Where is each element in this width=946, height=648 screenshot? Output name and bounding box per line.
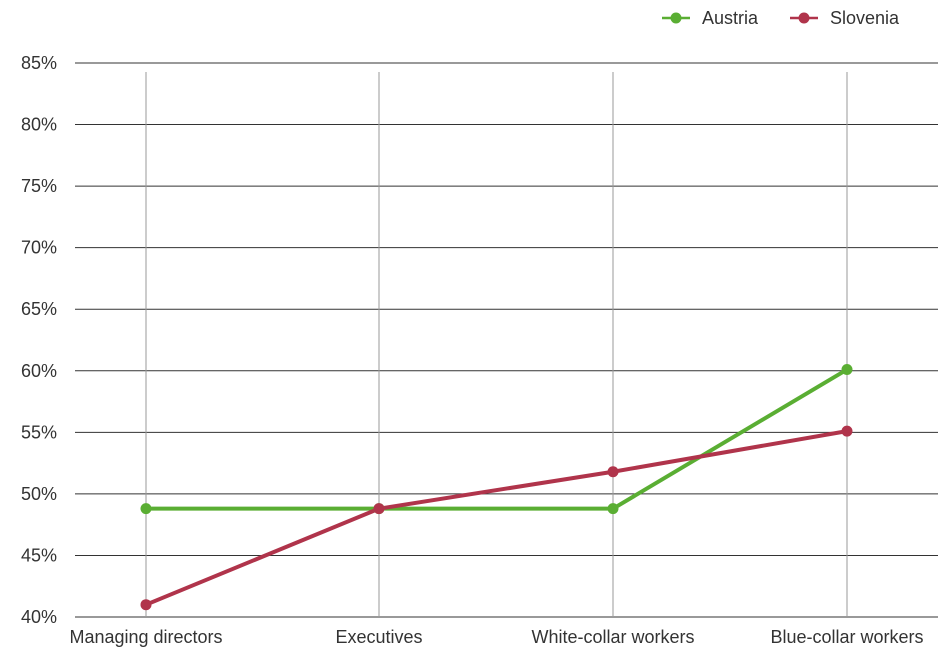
x-axis-tick-labels: Managing directors Executives White-collar… [69,627,923,647]
data-point-slovenia [373,503,385,515]
legend-item-slovenia[interactable]: Slovenia [790,8,900,28]
legend-label: Slovenia [830,8,900,28]
y-tick-label: 60% [21,361,57,381]
x-tick-label: Blue-collar workers [770,627,923,647]
legend-label: Austria [702,8,759,28]
y-tick-label: 70% [21,238,57,258]
data-point-slovenia [607,466,619,478]
y-tick-label: 65% [21,299,57,319]
y-tick-label: 75% [21,176,57,196]
series-line-austria [144,367,849,511]
data-point-slovenia [140,599,152,611]
y-axis-tick-labels: 40% 45% 50% 55% 60% 65% 70% 75% 80% 85% [21,53,57,627]
legend: Austria Slovenia [662,8,900,28]
legend-item-austria[interactable]: Austria [662,8,759,28]
data-point-austria [607,503,619,515]
series-lines [144,367,849,607]
legend-marker-icon [670,12,682,24]
x-tick-label: Executives [335,627,422,647]
y-tick-label: 55% [21,422,57,442]
data-point-slovenia [841,425,853,437]
series-points [140,364,853,611]
data-point-austria [841,364,853,376]
y-tick-label: 85% [21,53,57,73]
y-tick-label: 40% [21,607,57,627]
y-tick-label: 50% [21,484,57,504]
y-tick-label: 45% [21,545,57,565]
horizontal-gridlines [75,62,938,618]
legend-marker-icon [798,12,810,24]
x-tick-label: White-collar workers [531,627,694,647]
data-point-austria [140,503,152,515]
y-tick-label: 80% [21,115,57,135]
x-tick-label: Managing directors [69,627,222,647]
series-line-slovenia [144,429,849,607]
vertical-gridlines [145,72,848,617]
